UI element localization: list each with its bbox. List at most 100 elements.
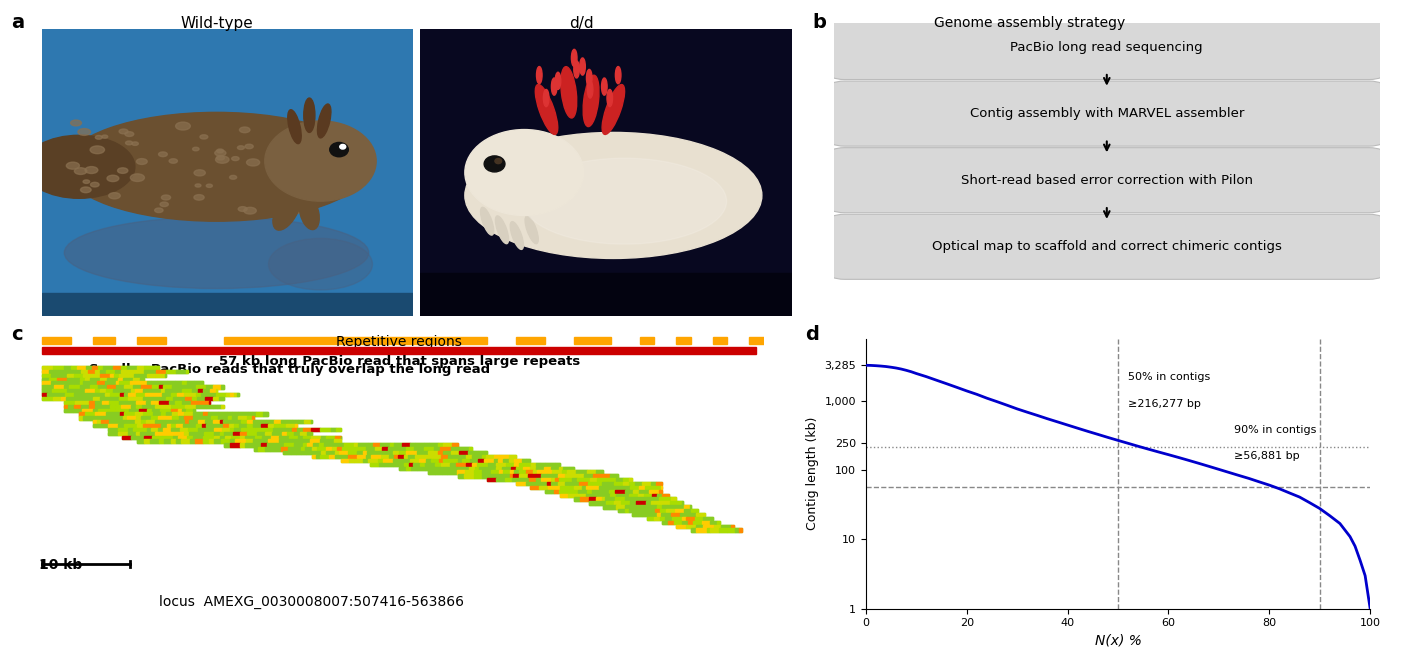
Ellipse shape: [64, 217, 368, 288]
Bar: [42, 337, 71, 344]
Bar: [677, 525, 734, 528]
Bar: [675, 505, 684, 508]
Bar: [590, 471, 595, 474]
Bar: [105, 381, 116, 385]
Bar: [161, 413, 167, 416]
Bar: [307, 432, 312, 435]
Bar: [465, 463, 472, 466]
Bar: [518, 474, 528, 478]
Bar: [472, 463, 478, 466]
Bar: [640, 497, 647, 501]
Bar: [76, 397, 84, 400]
Bar: [651, 482, 657, 486]
Bar: [42, 393, 48, 396]
Bar: [220, 436, 226, 439]
Bar: [147, 428, 150, 431]
Bar: [647, 497, 651, 501]
Bar: [588, 482, 593, 486]
Bar: [126, 366, 137, 369]
Bar: [488, 471, 492, 474]
Bar: [335, 455, 340, 458]
Bar: [83, 416, 90, 420]
Bar: [234, 393, 237, 396]
Bar: [283, 451, 290, 454]
Ellipse shape: [24, 135, 134, 199]
Bar: [461, 467, 469, 470]
Bar: [172, 416, 179, 420]
Bar: [213, 420, 220, 424]
Bar: [101, 374, 109, 377]
Bar: [518, 478, 523, 482]
Bar: [593, 493, 604, 497]
Bar: [129, 409, 139, 412]
Bar: [184, 432, 189, 435]
Ellipse shape: [587, 70, 593, 87]
Bar: [607, 501, 615, 505]
Bar: [105, 413, 112, 416]
Bar: [123, 378, 133, 381]
Bar: [545, 490, 551, 493]
Ellipse shape: [574, 61, 580, 78]
Bar: [265, 432, 272, 435]
Bar: [312, 455, 317, 458]
Bar: [195, 381, 203, 385]
Text: 50% in contigs: 50% in contigs: [1128, 372, 1210, 382]
Bar: [347, 451, 357, 454]
Bar: [143, 428, 147, 431]
Bar: [350, 447, 357, 450]
Bar: [213, 385, 221, 389]
Bar: [161, 389, 165, 393]
Bar: [203, 413, 207, 416]
Ellipse shape: [217, 149, 224, 153]
Bar: [604, 493, 609, 497]
Ellipse shape: [284, 165, 293, 169]
Bar: [581, 486, 586, 489]
Bar: [429, 443, 439, 447]
Bar: [661, 521, 668, 524]
Bar: [206, 424, 213, 427]
Bar: [202, 424, 206, 427]
Bar: [668, 521, 674, 524]
Bar: [193, 436, 203, 439]
Bar: [42, 378, 144, 381]
Bar: [335, 451, 339, 454]
Bar: [597, 478, 608, 482]
Text: Smaller PacBio reads that truly overlap the long read: Smaller PacBio reads that truly overlap …: [90, 363, 490, 376]
Bar: [127, 416, 136, 420]
Bar: [50, 381, 59, 385]
Ellipse shape: [304, 98, 315, 132]
Bar: [123, 389, 132, 393]
Bar: [115, 370, 122, 373]
Bar: [150, 439, 160, 443]
Bar: [153, 397, 158, 400]
Bar: [265, 447, 270, 450]
Bar: [123, 424, 133, 427]
Bar: [119, 397, 129, 400]
Ellipse shape: [580, 58, 586, 75]
Bar: [94, 424, 297, 427]
Bar: [567, 493, 576, 497]
Bar: [272, 432, 277, 435]
Ellipse shape: [287, 110, 301, 144]
Bar: [579, 490, 587, 493]
Bar: [287, 439, 291, 443]
Bar: [375, 451, 380, 454]
Bar: [53, 397, 62, 400]
Bar: [567, 471, 576, 474]
Bar: [120, 413, 123, 416]
Bar: [149, 405, 156, 408]
Bar: [198, 416, 202, 420]
Bar: [503, 459, 509, 462]
Ellipse shape: [544, 89, 549, 107]
Ellipse shape: [130, 174, 144, 182]
Bar: [451, 451, 460, 454]
Bar: [419, 459, 426, 462]
Bar: [112, 416, 123, 420]
Bar: [380, 451, 388, 454]
Bar: [439, 459, 443, 462]
Bar: [319, 443, 324, 447]
Bar: [303, 436, 311, 439]
Bar: [593, 482, 602, 486]
Bar: [139, 409, 147, 412]
Bar: [133, 428, 143, 431]
